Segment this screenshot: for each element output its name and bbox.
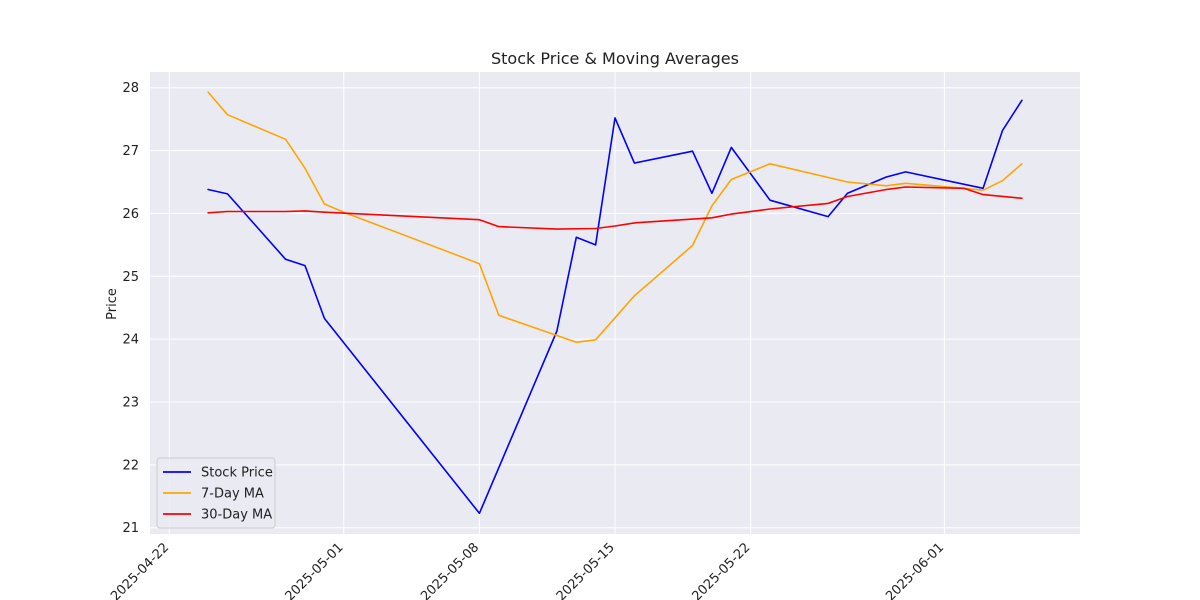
series-line-30-day-ma bbox=[207, 186, 1023, 230]
y-tick-label: 23 bbox=[122, 396, 139, 411]
x-tick-label: 2025-05-22 bbox=[689, 540, 753, 600]
chart-title: Stock Price & Moving Averages bbox=[491, 49, 739, 68]
x-tick-label: 2025-04-22 bbox=[108, 540, 172, 600]
legend-box bbox=[156, 457, 276, 529]
y-axis-label: Price bbox=[105, 288, 120, 320]
legend-label: 7-Day MA bbox=[201, 487, 264, 502]
y-gridlines bbox=[150, 87, 1080, 529]
legend: Stock Price 7-Day MA 30-Day MA bbox=[156, 457, 276, 529]
legend-label: Stock Price bbox=[201, 466, 273, 481]
y-tick-label: 26 bbox=[122, 207, 139, 222]
y-tick-label: 27 bbox=[122, 144, 139, 159]
x-gridlines bbox=[168, 72, 945, 534]
y-tick-label: 24 bbox=[122, 333, 139, 348]
y-tick-label: 22 bbox=[122, 458, 139, 473]
x-tick-label: 2025-05-08 bbox=[418, 540, 482, 600]
series-lines bbox=[207, 91, 1023, 515]
x-tick-label: 2025-05-15 bbox=[554, 540, 618, 600]
y-tick-label: 25 bbox=[122, 270, 139, 285]
x-tick-label: 2025-05-01 bbox=[283, 540, 347, 600]
x-tick-labels: 2025-04-22 2025-05-01 2025-05-08 2025-05-15… bbox=[108, 540, 947, 600]
legend-label: 30-Day MA bbox=[201, 508, 272, 523]
series-line-stock-price bbox=[207, 99, 1023, 515]
y-tick-label: 21 bbox=[122, 521, 139, 536]
y-tick-label: 28 bbox=[122, 81, 139, 96]
series-line-7-day-ma bbox=[207, 91, 1023, 344]
x-tick-label: 2025-06-01 bbox=[883, 540, 947, 600]
y-tick-labels: 21 22 23 24 25 26 27 28 bbox=[122, 81, 139, 536]
